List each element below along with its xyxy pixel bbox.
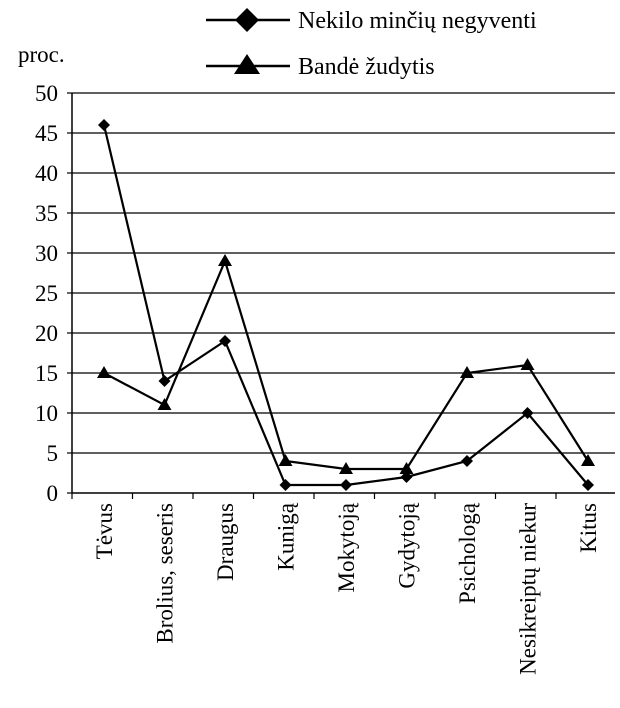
y-tick-label: 30: [35, 241, 58, 266]
y-tick-label: 5: [47, 441, 59, 466]
legend-label-1: Bandė žudytis: [298, 54, 435, 80]
data-point-diamond: [98, 119, 110, 131]
x-category-label: Kunigą: [274, 502, 299, 571]
x-category-label: Mokytoją: [334, 502, 359, 592]
data-point-triangle: [520, 358, 535, 370]
data-point-triangle: [157, 398, 172, 410]
data-point-diamond: [279, 479, 292, 491]
legend-triangle-icon: [234, 54, 260, 74]
x-category-label: Tėvus: [92, 503, 117, 559]
data-point-diamond: [521, 407, 534, 419]
data-point-triangle: [581, 454, 595, 466]
x-category-label: Gydytoją: [395, 502, 420, 588]
y-axis-label: proc.: [18, 42, 65, 67]
x-category-labels: Tėvus Brolius, seseris Draugus Kunigą Mokyto…: [92, 502, 601, 675]
legend: Nekilo minčių negyventi Bandė žudytis: [206, 8, 537, 80]
data-point-diamond: [461, 455, 473, 467]
y-tick-label: 15: [35, 361, 58, 386]
series-line-1: [103, 257, 589, 471]
data-point-triangle: [399, 462, 414, 474]
axes: [67, 92, 615, 499]
x-category-label: Psichologą: [455, 502, 480, 604]
data-point-diamond: [219, 335, 231, 347]
y-tick-label: 35: [35, 201, 58, 226]
legend-diamond-icon: [235, 8, 259, 32]
x-category-label: Brolius, seseris: [153, 503, 178, 644]
y-tick-label: 40: [35, 161, 58, 186]
x-category-label: Draugus: [213, 503, 238, 581]
y-tick-label: 25: [35, 281, 58, 306]
data-point-triangle: [97, 366, 111, 378]
legend-label-0: Nekilo minčių negyventi: [298, 8, 537, 34]
x-category-label: Nesikreiptų niekur: [516, 503, 541, 675]
data-point-diamond: [340, 479, 352, 491]
y-tick-label: 0: [47, 481, 59, 506]
legend-item-1: Bandė žudytis: [206, 54, 435, 80]
x-category-label: Kitus: [576, 503, 601, 553]
data-point-diamond: [582, 479, 594, 491]
data-point-triangle: [339, 462, 353, 474]
y-tick-label: 10: [35, 401, 58, 426]
y-tick-label: 50: [35, 81, 58, 106]
y-tick-label: 20: [35, 321, 58, 346]
series-line-0: [102, 124, 589, 487]
y-tick-label: 45: [35, 121, 58, 146]
data-point-triangle: [460, 366, 474, 378]
series-layer: [97, 119, 595, 491]
y-tick-labels: 0 5 10 15 20 25 30 35 40 45 50: [35, 81, 58, 506]
legend-item-0: Nekilo minčių negyventi: [206, 8, 537, 34]
data-point-triangle: [218, 254, 232, 266]
data-point-diamond: [158, 375, 171, 387]
data-point-triangle: [278, 454, 293, 466]
